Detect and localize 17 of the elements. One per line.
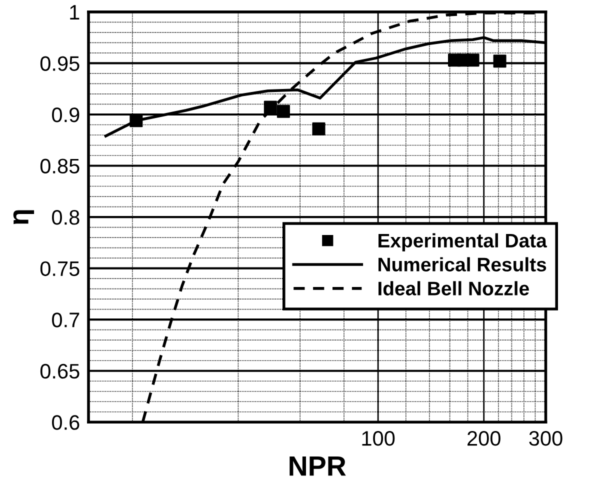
x-tick-label: 300 — [529, 431, 562, 446]
y-tick-label: 0.6 — [52, 415, 80, 430]
y-tick-label: 0.7 — [52, 312, 80, 328]
y-tick-label: 0.75 — [40, 261, 80, 276]
legend-label: Ideal Bell Nozzle — [378, 281, 529, 296]
legend-label: Numerical Results — [378, 257, 546, 272]
legend-label: Experimental Data — [378, 233, 548, 252]
x-axis-title: NPR — [290, 456, 346, 476]
x-tick-label: 100 — [362, 431, 395, 446]
y-tick-label: 0.9 — [52, 107, 80, 122]
y-tick-label: 0.65 — [40, 364, 80, 379]
y-tick-label: 1 — [70, 5, 80, 20]
y-tick-label: 0.8 — [52, 210, 80, 225]
y-tick-label: 0.85 — [40, 158, 80, 174]
y-tick-label: 0.95 — [40, 56, 80, 71]
x-tick-label: 200 — [468, 431, 500, 446]
y-axis-title: η — [13, 210, 34, 224]
